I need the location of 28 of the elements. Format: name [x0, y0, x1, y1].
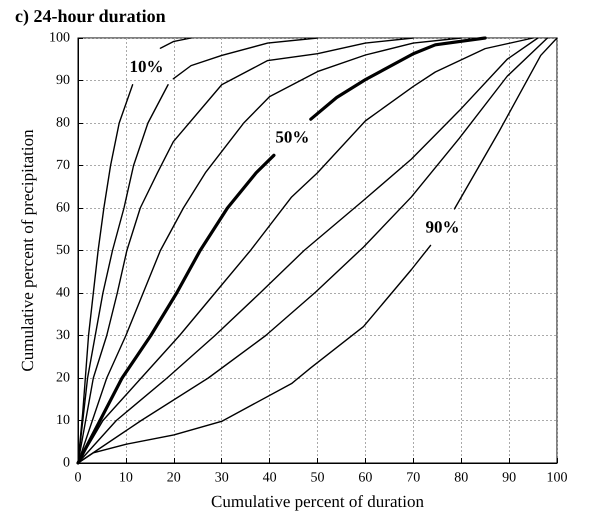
x-tick-label: 30 [214, 470, 229, 486]
y-tick-label: 80 [56, 116, 70, 130]
x-tick-label: 50 [310, 470, 324, 486]
series-label: 10% [129, 56, 164, 76]
y-tick-label: 0 [63, 456, 70, 470]
y-tick-label: 20 [56, 370, 70, 386]
y-axis-title: Cumulative percent of precipitation [18, 128, 37, 372]
x-axis-title: Cumulative percent of duration [211, 492, 424, 511]
x-tick-label: 60 [358, 470, 372, 486]
x-tick-label: 90 [502, 470, 516, 486]
y-tick-label: 70 [56, 158, 70, 173]
x-tick-label: 100 [546, 470, 568, 486]
x-tick-label: 80 [454, 470, 468, 486]
x-tick-label: 0 [74, 470, 82, 486]
y-tick-label: 60 [56, 200, 70, 216]
y-tick-label: 50 [56, 243, 70, 258]
y-tick-label: 30 [56, 328, 70, 343]
series-label: 50% [275, 128, 310, 147]
y-tick-label: 10 [56, 413, 70, 428]
y-tick-label: 100 [49, 30, 70, 46]
x-tick-label: 20 [166, 470, 181, 486]
series-label: 90% [426, 218, 460, 237]
x-tick-label: 70 [406, 470, 420, 486]
y-tick-label: 90 [56, 73, 70, 88]
chart-title: c) 24-hour duration [15, 6, 166, 26]
x-tick-label: 10 [118, 470, 133, 486]
x-tick-label: 40 [262, 470, 277, 486]
y-tick-label: 40 [56, 286, 70, 300]
